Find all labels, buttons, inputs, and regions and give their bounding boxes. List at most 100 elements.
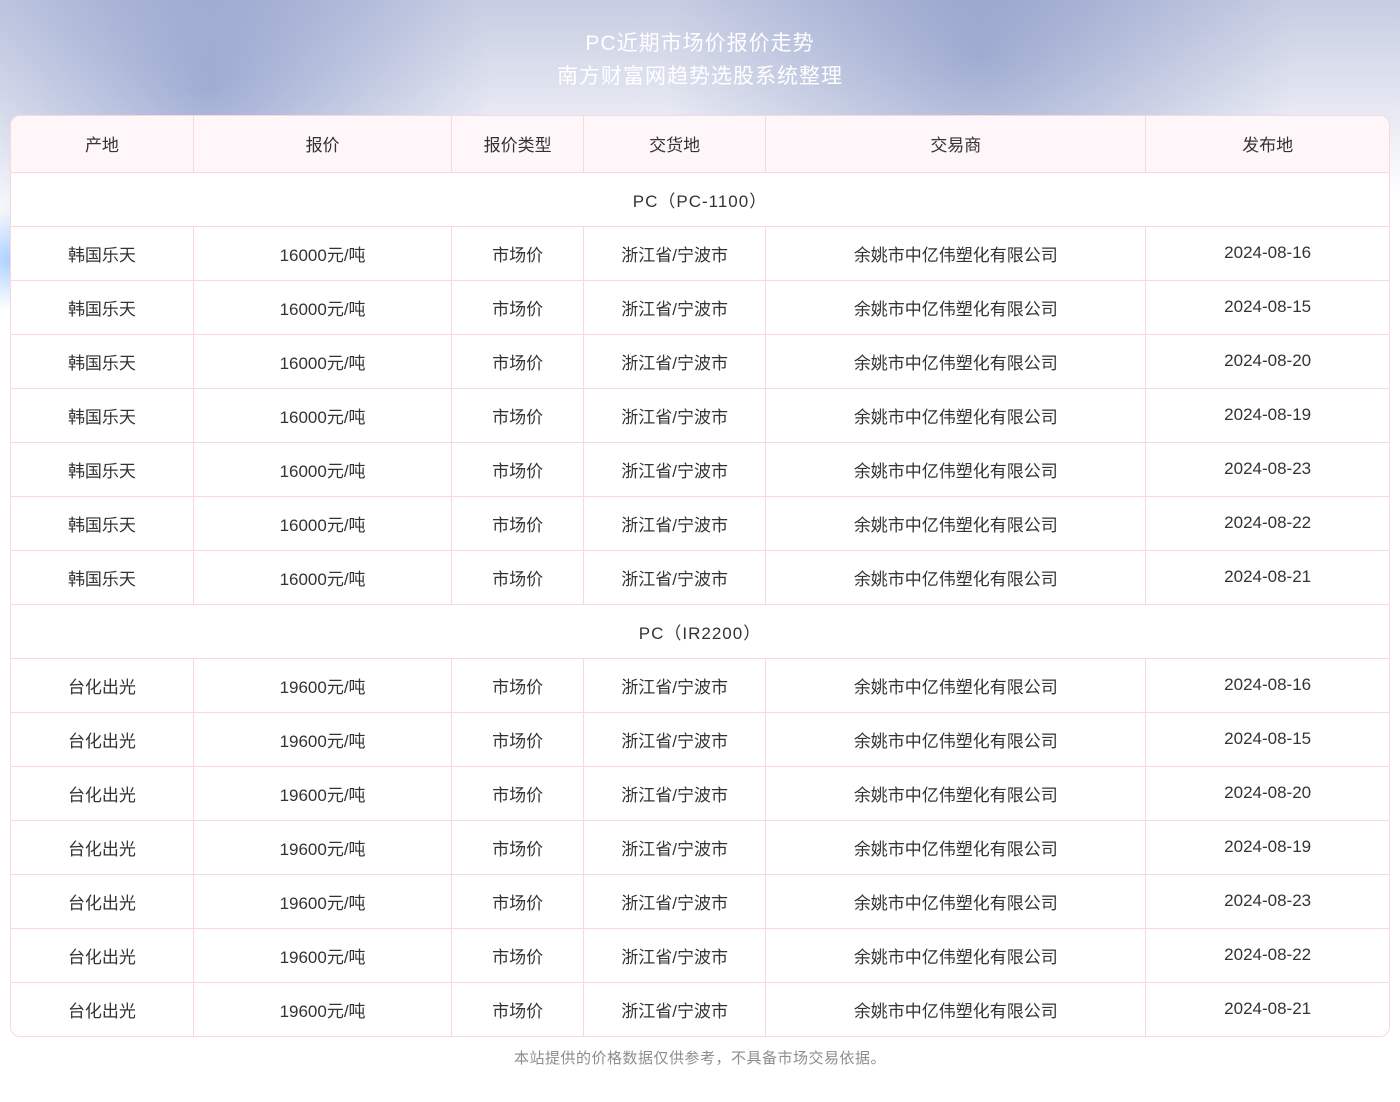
table-row: 韩国乐天16000元/吨市场价浙江省/宁波市余姚市中亿伟塑化有限公司2024-0…: [11, 280, 1389, 334]
cell-date: 2024-08-23: [1146, 442, 1389, 496]
cell-place: 浙江省/宁波市: [583, 982, 765, 1036]
cell-price: 16000元/吨: [193, 496, 451, 550]
page-title-line1: PC近期市场价报价走势: [10, 28, 1390, 61]
cell-origin: 台化出光: [11, 766, 193, 820]
cell-place: 浙江省/宁波市: [583, 928, 765, 982]
table-row: 台化出光19600元/吨市场价浙江省/宁波市余姚市中亿伟塑化有限公司2024-0…: [11, 982, 1389, 1036]
cell-type: 市场价: [452, 712, 584, 766]
cell-origin: 台化出光: [11, 928, 193, 982]
cell-type: 市场价: [452, 334, 584, 388]
page-content: PC近期市场价报价走势 南方财富网趋势选股系统整理 产地 报价 报价类型 交货地…: [0, 0, 1400, 1068]
cell-origin: 台化出光: [11, 712, 193, 766]
price-table: 产地 报价 报价类型 交货地 交易商 发布地 PC（PC-1100）韩国乐天16…: [11, 116, 1389, 1036]
page-title-line2: 南方财富网趋势选股系统整理: [10, 61, 1390, 94]
cell-type: 市场价: [452, 820, 584, 874]
cell-type: 市场价: [452, 874, 584, 928]
table-section-row: PC（IR2200）: [11, 604, 1389, 658]
cell-origin: 韩国乐天: [11, 388, 193, 442]
cell-price: 19600元/吨: [193, 982, 451, 1036]
cell-type: 市场价: [452, 226, 584, 280]
cell-type: 市场价: [452, 388, 584, 442]
cell-place: 浙江省/宁波市: [583, 820, 765, 874]
cell-origin: 台化出光: [11, 658, 193, 712]
cell-date: 2024-08-19: [1146, 388, 1389, 442]
table-row: 韩国乐天16000元/吨市场价浙江省/宁波市余姚市中亿伟塑化有限公司2024-0…: [11, 496, 1389, 550]
cell-place: 浙江省/宁波市: [583, 712, 765, 766]
table-row: 台化出光19600元/吨市场价浙江省/宁波市余姚市中亿伟塑化有限公司2024-0…: [11, 766, 1389, 820]
cell-price: 16000元/吨: [193, 334, 451, 388]
cell-place: 浙江省/宁波市: [583, 874, 765, 928]
cell-price: 19600元/吨: [193, 658, 451, 712]
cell-place: 浙江省/宁波市: [583, 442, 765, 496]
cell-place: 浙江省/宁波市: [583, 658, 765, 712]
col-header-price: 报价: [193, 116, 451, 172]
table-section-title: PC（PC-1100）: [11, 172, 1389, 226]
cell-price: 19600元/吨: [193, 766, 451, 820]
cell-date: 2024-08-20: [1146, 334, 1389, 388]
cell-price: 16000元/吨: [193, 442, 451, 496]
cell-place: 浙江省/宁波市: [583, 388, 765, 442]
col-header-origin: 产地: [11, 116, 193, 172]
cell-date: 2024-08-22: [1146, 496, 1389, 550]
col-header-place: 交货地: [583, 116, 765, 172]
cell-place: 浙江省/宁波市: [583, 226, 765, 280]
cell-price: 19600元/吨: [193, 874, 451, 928]
col-header-dealer: 交易商: [766, 116, 1146, 172]
cell-dealer: 余姚市中亿伟塑化有限公司: [766, 496, 1146, 550]
cell-origin: 韩国乐天: [11, 280, 193, 334]
cell-dealer: 余姚市中亿伟塑化有限公司: [766, 550, 1146, 604]
cell-date: 2024-08-16: [1146, 658, 1389, 712]
table-row: 台化出光19600元/吨市场价浙江省/宁波市余姚市中亿伟塑化有限公司2024-0…: [11, 820, 1389, 874]
cell-price: 19600元/吨: [193, 712, 451, 766]
cell-origin: 韩国乐天: [11, 334, 193, 388]
cell-dealer: 余姚市中亿伟塑化有限公司: [766, 658, 1146, 712]
cell-type: 市场价: [452, 550, 584, 604]
cell-price: 16000元/吨: [193, 280, 451, 334]
table-row: 台化出光19600元/吨市场价浙江省/宁波市余姚市中亿伟塑化有限公司2024-0…: [11, 712, 1389, 766]
table-row: 韩国乐天16000元/吨市场价浙江省/宁波市余姚市中亿伟塑化有限公司2024-0…: [11, 442, 1389, 496]
table-section-row: PC（PC-1100）: [11, 172, 1389, 226]
cell-type: 市场价: [452, 658, 584, 712]
cell-date: 2024-08-22: [1146, 928, 1389, 982]
cell-date: 2024-08-15: [1146, 280, 1389, 334]
cell-type: 市场价: [452, 280, 584, 334]
cell-place: 浙江省/宁波市: [583, 496, 765, 550]
table-row: 韩国乐天16000元/吨市场价浙江省/宁波市余姚市中亿伟塑化有限公司2024-0…: [11, 334, 1389, 388]
cell-date: 2024-08-23: [1146, 874, 1389, 928]
cell-origin: 台化出光: [11, 874, 193, 928]
cell-origin: 韩国乐天: [11, 496, 193, 550]
table-row: 韩国乐天16000元/吨市场价浙江省/宁波市余姚市中亿伟塑化有限公司2024-0…: [11, 388, 1389, 442]
cell-origin: 韩国乐天: [11, 550, 193, 604]
cell-origin: 台化出光: [11, 820, 193, 874]
cell-date: 2024-08-21: [1146, 982, 1389, 1036]
cell-dealer: 余姚市中亿伟塑化有限公司: [766, 712, 1146, 766]
table-row: 台化出光19600元/吨市场价浙江省/宁波市余姚市中亿伟塑化有限公司2024-0…: [11, 658, 1389, 712]
cell-price: 16000元/吨: [193, 550, 451, 604]
cell-dealer: 余姚市中亿伟塑化有限公司: [766, 982, 1146, 1036]
cell-dealer: 余姚市中亿伟塑化有限公司: [766, 820, 1146, 874]
cell-dealer: 余姚市中亿伟塑化有限公司: [766, 442, 1146, 496]
table-row: 韩国乐天16000元/吨市场价浙江省/宁波市余姚市中亿伟塑化有限公司2024-0…: [11, 550, 1389, 604]
cell-origin: 韩国乐天: [11, 226, 193, 280]
footer-note: 本站提供的价格数据仅供参考，不具备市场交易依据。: [10, 1047, 1390, 1068]
cell-price: 19600元/吨: [193, 928, 451, 982]
cell-type: 市场价: [452, 982, 584, 1036]
table-row: 台化出光19600元/吨市场价浙江省/宁波市余姚市中亿伟塑化有限公司2024-0…: [11, 928, 1389, 982]
cell-dealer: 余姚市中亿伟塑化有限公司: [766, 874, 1146, 928]
cell-price: 19600元/吨: [193, 820, 451, 874]
cell-dealer: 余姚市中亿伟塑化有限公司: [766, 766, 1146, 820]
cell-place: 浙江省/宁波市: [583, 280, 765, 334]
page-title-block: PC近期市场价报价走势 南方财富网趋势选股系统整理: [10, 28, 1390, 93]
cell-dealer: 余姚市中亿伟塑化有限公司: [766, 226, 1146, 280]
cell-dealer: 余姚市中亿伟塑化有限公司: [766, 928, 1146, 982]
cell-type: 市场价: [452, 442, 584, 496]
cell-date: 2024-08-19: [1146, 820, 1389, 874]
cell-type: 市场价: [452, 496, 584, 550]
cell-origin: 韩国乐天: [11, 442, 193, 496]
cell-place: 浙江省/宁波市: [583, 550, 765, 604]
cell-price: 16000元/吨: [193, 388, 451, 442]
cell-date: 2024-08-20: [1146, 766, 1389, 820]
cell-date: 2024-08-21: [1146, 550, 1389, 604]
table-row: 台化出光19600元/吨市场价浙江省/宁波市余姚市中亿伟塑化有限公司2024-0…: [11, 874, 1389, 928]
cell-type: 市场价: [452, 766, 584, 820]
